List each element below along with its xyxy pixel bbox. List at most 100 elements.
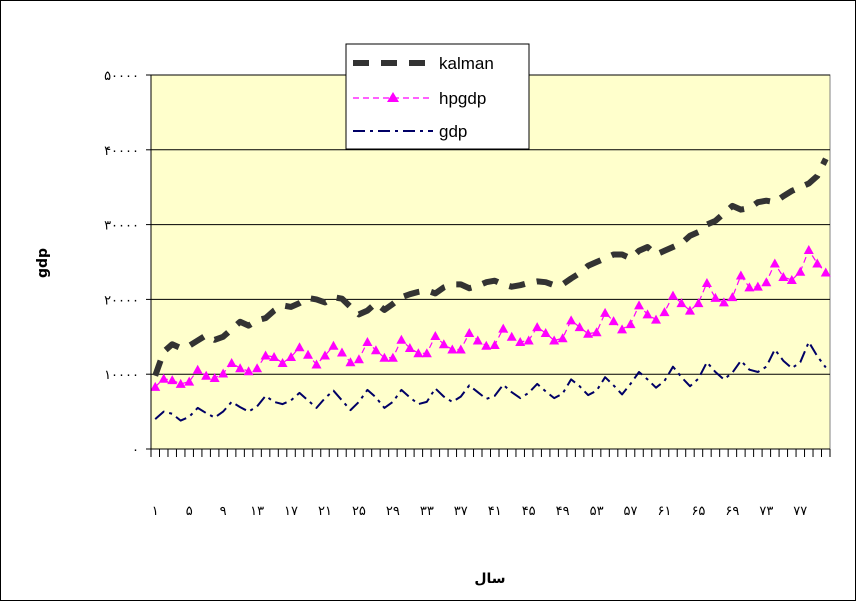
data-point-hpgdp: [718, 297, 729, 307]
data-point-hpgdp: [532, 322, 543, 332]
data-point-hpgdp: [430, 331, 441, 341]
data-point-hpgdp: [684, 305, 695, 315]
data-point-hpgdp: [667, 290, 678, 300]
data-point-hpgdp: [286, 351, 297, 361]
data-point-hpgdp: [277, 357, 288, 367]
data-point-hpgdp: [472, 335, 483, 345]
data-point-hpgdp: [235, 363, 246, 373]
data-point-hpgdp: [583, 328, 594, 338]
y-tick-label: ۳۰۰۰۰: [104, 219, 139, 234]
data-point-hpgdp: [727, 292, 738, 302]
data-point-hpgdp: [676, 298, 687, 308]
data-point-hpgdp: [447, 344, 458, 354]
data-point-hpgdp: [803, 245, 814, 255]
data-point-hpgdp: [701, 277, 712, 287]
x-tick-label: ۱۷: [284, 504, 298, 519]
x-tick-label: ۴۹: [556, 504, 570, 519]
y-tick-label: ۰: [132, 443, 139, 458]
x-tick-label: ۳۳: [420, 504, 434, 519]
data-point-hpgdp: [795, 266, 806, 276]
data-point-hpgdp: [243, 366, 254, 376]
data-point-hpgdp: [167, 375, 178, 385]
data-point-hpgdp: [769, 258, 780, 268]
data-point-hpgdp: [192, 364, 203, 374]
data-point-hpgdp: [557, 333, 568, 343]
data-point-hpgdp: [693, 298, 704, 308]
data-point-hpgdp: [413, 348, 424, 358]
legend-marker-hpgdp: [387, 92, 399, 102]
data-point-hpgdp: [396, 334, 407, 344]
series-hpgdp: [150, 245, 831, 391]
data-point-hpgdp: [150, 381, 161, 391]
data-point-hpgdp: [455, 344, 466, 354]
data-point-hpgdp: [634, 300, 645, 310]
data-point-hpgdp: [328, 340, 339, 350]
data-point-hpgdp: [761, 277, 772, 287]
data-point-hpgdp: [659, 307, 670, 317]
x-tick-label: ۶۵: [691, 504, 705, 519]
data-point-hpgdp: [515, 337, 526, 347]
data-point-hpgdp: [625, 319, 636, 329]
y-tick-label: ۱۰۰۰۰: [104, 368, 139, 383]
data-point-hpgdp: [498, 323, 509, 333]
legend-label-hpgdp: hpgdp: [439, 89, 486, 108]
x-tick-label: ۶۹: [725, 504, 739, 519]
data-point-hpgdp: [345, 357, 356, 367]
data-point-hpgdp: [336, 347, 347, 357]
x-tick-label: ۹: [220, 504, 227, 519]
legend-label-kalman: kalman: [439, 54, 494, 73]
x-tick-label: ۳۷: [454, 504, 468, 519]
x-tick-label: ۴۵: [522, 504, 536, 519]
data-point-hpgdp: [269, 351, 280, 361]
data-point-hpgdp: [379, 352, 390, 362]
legend-box: [345, 43, 530, 150]
data-point-hpgdp: [158, 373, 169, 383]
series-gdp: [154, 341, 827, 422]
data-point-hpgdp: [311, 359, 322, 369]
data-point-hpgdp: [260, 350, 271, 360]
data-point-hpgdp: [489, 340, 500, 350]
data-point-hpgdp: [710, 292, 721, 302]
data-point-hpgdp: [506, 331, 517, 341]
series-line-gdp: [154, 341, 827, 422]
data-point-hpgdp: [617, 324, 628, 334]
data-point-hpgdp: [744, 282, 755, 292]
y-tick-label: ۵۰۰۰۰: [104, 69, 139, 84]
data-point-hpgdp: [319, 350, 330, 360]
x-tick-label: ۲۱: [318, 504, 332, 519]
data-point-hpgdp: [362, 337, 373, 347]
data-point-hpgdp: [591, 327, 602, 337]
x-tick-label: ۵۷: [624, 504, 638, 519]
data-point-hpgdp: [752, 281, 763, 291]
data-point-hpgdp: [812, 258, 823, 268]
x-tick-label: ۲۵: [352, 504, 366, 519]
x-tick-label: ۶۱: [658, 504, 672, 519]
data-point-hpgdp: [353, 354, 364, 364]
x-axis-title: سال: [474, 571, 505, 587]
data-point-hpgdp: [574, 322, 585, 332]
data-point-hpgdp: [303, 349, 314, 359]
y-tick-label: ۴۰۰۰۰: [104, 144, 139, 159]
data-point-hpgdp: [226, 357, 237, 367]
x-tick-label: ۷۳: [759, 504, 773, 519]
data-point-hpgdp: [387, 352, 398, 362]
data-point-hpgdp: [252, 363, 263, 373]
data-point-hpgdp: [642, 309, 653, 319]
data-point-hpgdp: [209, 372, 220, 382]
x-tick-label: ۱: [152, 504, 159, 519]
data-point-hpgdp: [820, 267, 831, 277]
data-point-hpgdp: [370, 345, 381, 355]
y-tick-label: ۲۰۰۰۰: [104, 293, 139, 308]
data-point-hpgdp: [566, 315, 577, 325]
y-axis-title: gdp: [35, 248, 51, 278]
data-point-hpgdp: [735, 270, 746, 280]
series-kalman: [152, 157, 829, 377]
x-tick-label: ۵: [186, 504, 193, 519]
x-tick-label: ۴۱: [488, 504, 502, 519]
x-tick-label: ۷۷: [793, 504, 807, 519]
x-tick-label: ۵۳: [590, 504, 604, 519]
data-point-hpgdp: [608, 316, 619, 326]
data-point-hpgdp: [778, 271, 789, 281]
data-point-hpgdp: [481, 340, 492, 350]
